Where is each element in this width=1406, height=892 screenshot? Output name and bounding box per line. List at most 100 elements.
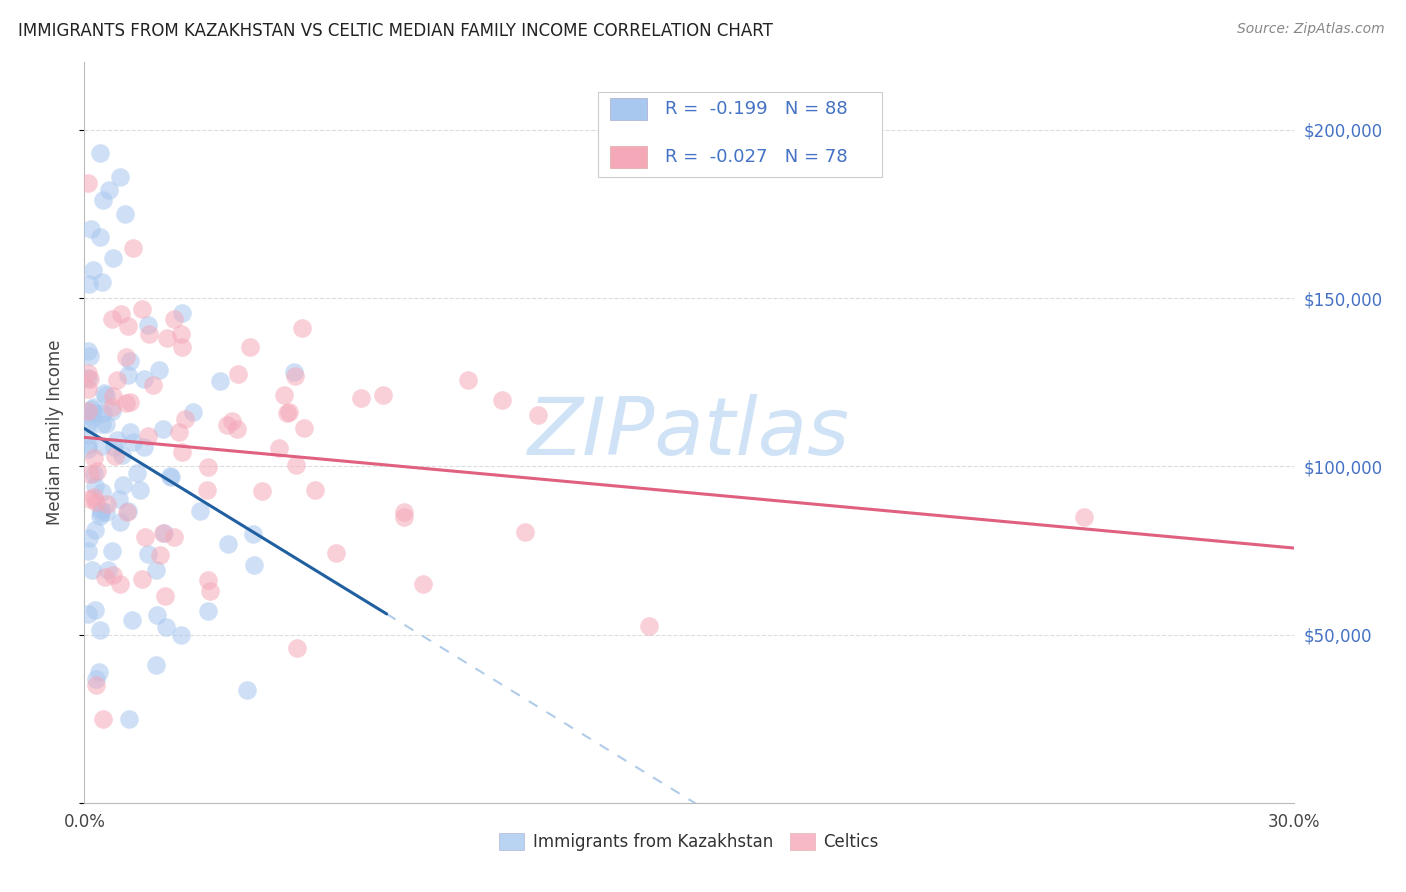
Point (163, 311, 186, 326)
Point (86, 464, 108, 478)
Point (90, 506, 112, 520)
Text: Source: ZipAtlas.com: Source: ZipAtlas.com (1237, 22, 1385, 37)
Point (138, 326, 160, 341)
Point (89, 230, 111, 244)
Point (145, 658, 167, 673)
Point (152, 422, 174, 436)
Point (94, 505, 117, 519)
Point (163, 530, 186, 544)
Point (77, 438, 100, 452)
Point (107, 433, 129, 447)
Point (77, 370, 100, 384)
Point (115, 350, 138, 364)
Point (86, 495, 108, 509)
Point (79, 492, 101, 507)
Point (145, 563, 167, 577)
Point (84, 677, 107, 691)
Point (117, 319, 139, 334)
Point (638, 619, 661, 633)
Point (84, 672, 107, 686)
Point (392, 510, 415, 524)
Point (89, 509, 111, 524)
Point (132, 441, 155, 455)
Point (77, 366, 100, 380)
Point (125, 467, 148, 481)
Point (82, 263, 104, 277)
Point (131, 573, 153, 587)
Point (155, 620, 177, 634)
Point (273, 388, 295, 402)
Point (111, 448, 134, 462)
Point (371, 388, 394, 402)
Point (77, 344, 100, 359)
Point (77, 544, 100, 558)
Point (93, 386, 115, 401)
Point (110, 306, 132, 320)
Text: R =  -0.199   N = 88: R = -0.199 N = 88 (665, 100, 848, 118)
Point (170, 326, 193, 341)
Point (269, 441, 291, 455)
Point (83, 407, 105, 421)
Point (84, 603, 107, 617)
Point (77, 404, 100, 418)
Point (169, 628, 191, 642)
Point (278, 405, 301, 419)
Point (136, 318, 159, 332)
Point (79, 221, 101, 235)
Point (91, 438, 114, 452)
Point (325, 546, 347, 560)
Point (236, 683, 259, 698)
Point (91, 712, 114, 726)
Point (77, 404, 100, 418)
Point (89, 624, 111, 638)
Point (285, 458, 308, 472)
Point (89, 146, 111, 161)
Point (103, 568, 125, 582)
Point (100, 543, 122, 558)
Point (129, 483, 152, 498)
Point (242, 527, 264, 541)
Point (97, 183, 120, 197)
Point (292, 421, 315, 435)
Point (153, 525, 176, 540)
Point (195, 483, 218, 497)
Point (110, 515, 132, 529)
Point (90, 484, 112, 499)
Point (91, 417, 114, 431)
Point (392, 505, 415, 519)
Point (104, 449, 127, 463)
Point (148, 362, 170, 376)
Point (90, 275, 112, 289)
Point (96, 388, 118, 402)
Point (79, 349, 101, 363)
Point (239, 340, 262, 354)
Point (108, 491, 131, 506)
Point (77, 177, 100, 191)
Point (111, 478, 134, 492)
Text: IMMIGRANTS FROM KAZAKHSTAN VS CELTIC MEDIAN FAMILY INCOME CORRELATION CHART: IMMIGRANTS FROM KAZAKHSTAN VS CELTIC MED… (18, 22, 773, 40)
Point (156, 331, 179, 345)
Point (118, 425, 141, 440)
Point (526, 408, 548, 422)
Point (159, 468, 181, 483)
Text: ZIPatlas: ZIPatlas (527, 393, 851, 472)
FancyBboxPatch shape (610, 146, 647, 169)
Point (283, 365, 305, 379)
Point (79, 372, 101, 386)
Point (101, 251, 124, 265)
Point (117, 504, 139, 518)
Point (77, 607, 100, 622)
Point (79, 467, 101, 481)
Point (350, 391, 373, 405)
Point (198, 583, 221, 598)
Point (77, 382, 100, 396)
Point (145, 608, 167, 623)
Point (172, 340, 194, 354)
Point (121, 240, 143, 255)
Point (77, 417, 100, 431)
Point (101, 389, 124, 403)
Point (101, 404, 124, 418)
Point (118, 395, 141, 409)
Point (83, 450, 105, 465)
Point (250, 484, 273, 499)
